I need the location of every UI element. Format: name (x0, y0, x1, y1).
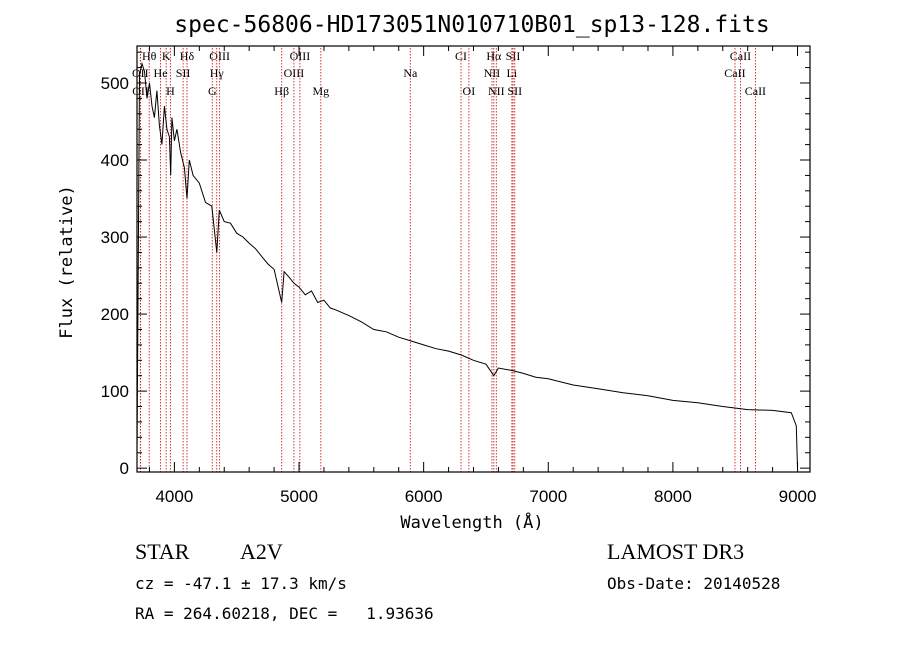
emission-line-label: NII (484, 66, 501, 80)
y-tick-label: 0 (120, 459, 129, 478)
emission-line-label: OI (463, 84, 476, 98)
x-tick-label: 9000 (779, 487, 817, 506)
obs-date: Obs-Date: 20140528 (607, 574, 780, 593)
y-tick-label: 300 (101, 228, 129, 247)
y-tick-label: 500 (101, 74, 129, 93)
emission-line-label: Hδ (180, 49, 195, 63)
emission-line-label: Hβ (274, 84, 289, 98)
x-axis-label: Wavelength (Å) (400, 511, 543, 533)
emission-line-label: G (208, 84, 217, 98)
emission-line-label: K (162, 49, 171, 63)
emission-line-label: OIII (290, 49, 311, 63)
emission-line-label: CaII (724, 66, 745, 80)
emission-line-label: CaII (730, 49, 751, 63)
y-axis-label: Flux (relative) (57, 185, 77, 339)
chart-title: spec-56806-HD173051N010710B01_sp13-128.f… (174, 12, 769, 38)
emission-line-label: Li (507, 66, 518, 80)
x-tick-label: 6000 (405, 487, 443, 506)
object-subclass: A2V (240, 539, 283, 564)
emission-line-label: CI (455, 49, 467, 63)
redshift-cz: cz = -47.1 ± 17.3 km/s (135, 574, 347, 593)
y-tick-label: 400 (101, 151, 129, 170)
y-tick-label: 100 (101, 382, 129, 401)
emission-line-label: SII (506, 49, 521, 63)
emission-line-label: Hα (486, 49, 502, 63)
emission-line-label: OIII (209, 49, 230, 63)
y-tick-label: 200 (101, 305, 129, 324)
x-tick-label: 7000 (529, 487, 567, 506)
plot-frame (136, 45, 811, 473)
emission-line-label: Hγ (210, 66, 225, 80)
emission-line-label: He (154, 66, 168, 80)
emission-line-label: SII (507, 84, 522, 98)
emission-line-label: H (166, 84, 175, 98)
object-class: STAR (135, 539, 190, 564)
emission-line-label: SII (176, 66, 191, 80)
emission-line-label: NII (488, 84, 505, 98)
emission-line-label: CaII (745, 84, 766, 98)
emission-line-label: Mg (312, 84, 329, 98)
x-tick-label: 4000 (155, 487, 193, 506)
emission-line-label: Na (403, 66, 418, 80)
emission-line-label: Hθ (142, 49, 157, 63)
spectrum-line (136, 61, 798, 469)
emission-line-label: OIII (284, 66, 305, 80)
axis-ticks: 4000 5000 6000 7000 8000 9000 0 100 200 300 400 500 (101, 46, 817, 506)
survey-name: LAMOST DR3 (607, 539, 744, 564)
x-tick-label: 8000 (654, 487, 692, 506)
ra-dec: RA = 264.60218, DEC = 1.93636 (135, 604, 434, 623)
x-tick-label: 5000 (280, 487, 318, 506)
